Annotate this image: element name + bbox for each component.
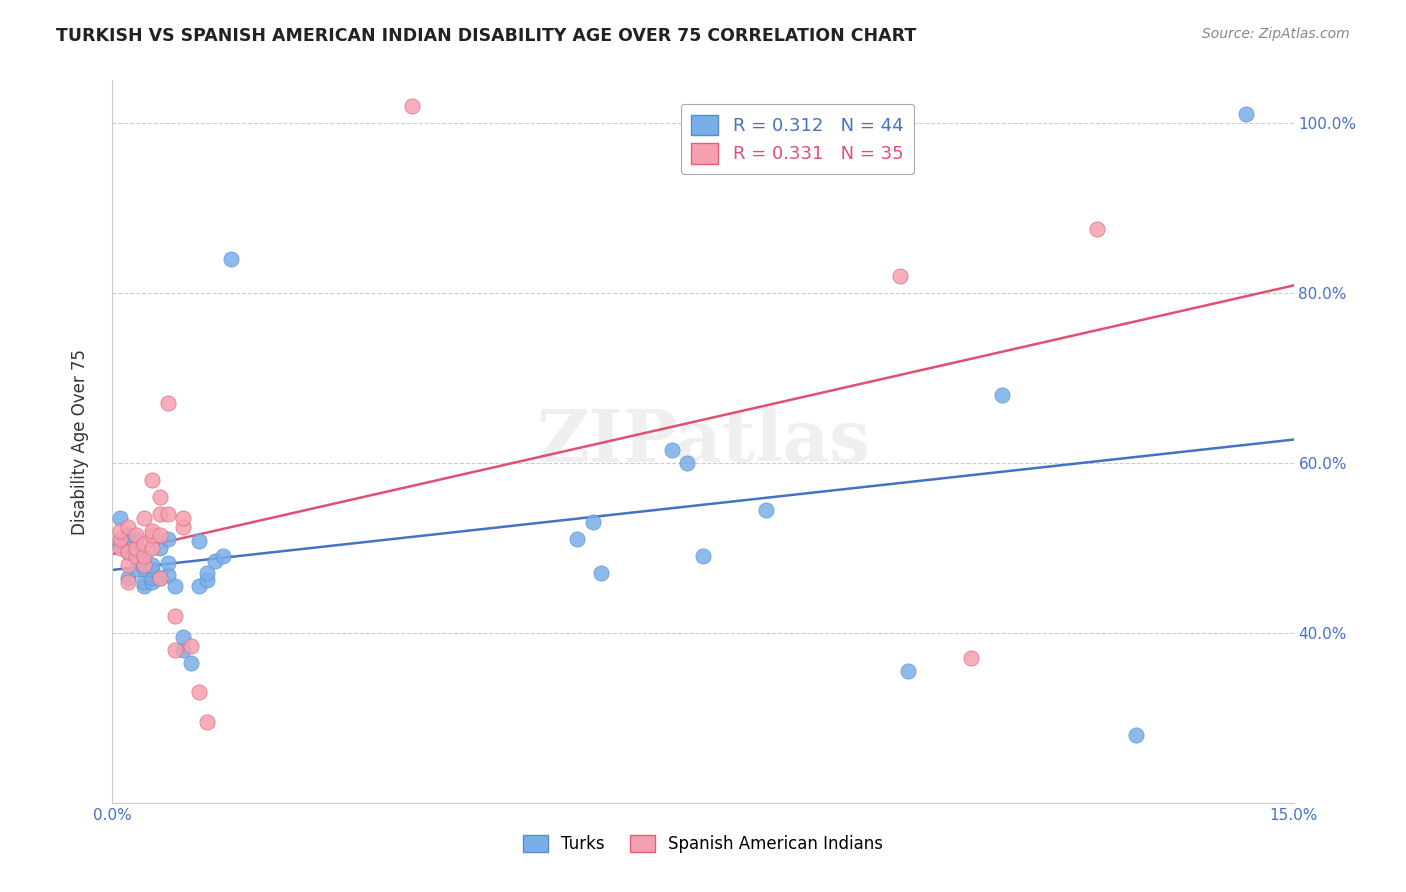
Point <box>132 579 155 593</box>
Point <box>132 511 155 525</box>
Point <box>132 562 155 576</box>
Point <box>195 566 218 581</box>
Point <box>565 533 588 547</box>
Point <box>141 574 163 589</box>
Y-axis label: Disability Age Over 75: Disability Age Over 75 <box>70 349 89 534</box>
Point <box>141 528 163 542</box>
Point <box>755 502 778 516</box>
Point <box>959 651 981 665</box>
Point <box>141 524 163 538</box>
Point <box>141 473 163 487</box>
Point <box>117 528 139 542</box>
Point <box>180 639 202 653</box>
Point <box>156 507 179 521</box>
Point <box>110 541 132 555</box>
Point <box>401 99 423 113</box>
Point <box>204 553 226 567</box>
Point <box>149 528 172 542</box>
Point <box>132 549 155 564</box>
Point <box>195 573 218 587</box>
Point <box>141 541 163 555</box>
Point <box>125 533 148 547</box>
Point <box>141 570 163 584</box>
Point <box>889 268 911 283</box>
Point <box>117 570 139 584</box>
Point <box>149 490 172 504</box>
Point <box>211 549 233 564</box>
Point <box>1234 107 1257 121</box>
Point <box>117 545 139 559</box>
Point <box>195 714 218 729</box>
Point <box>180 656 202 670</box>
Point <box>219 252 242 266</box>
Point <box>172 519 194 533</box>
Point <box>149 541 172 555</box>
Point <box>188 685 211 699</box>
Point <box>125 562 148 576</box>
Point <box>110 533 132 547</box>
Text: Source: ZipAtlas.com: Source: ZipAtlas.com <box>1202 27 1350 41</box>
Point <box>141 562 163 576</box>
Point <box>141 558 163 572</box>
Point <box>172 511 194 525</box>
Point <box>1085 222 1108 236</box>
Point <box>132 558 155 572</box>
Point <box>1125 728 1147 742</box>
Point <box>117 558 139 572</box>
Point <box>582 516 605 530</box>
Point <box>110 524 132 538</box>
Point <box>149 570 172 584</box>
Point <box>110 511 132 525</box>
Text: ZIPatlas: ZIPatlas <box>536 406 870 477</box>
Point <box>692 549 714 564</box>
Point <box>188 533 211 548</box>
Point <box>676 456 699 470</box>
Point <box>156 568 179 582</box>
Point <box>132 549 155 564</box>
Point <box>991 388 1014 402</box>
Point <box>125 541 148 555</box>
Point <box>589 566 612 581</box>
Legend: Turks, Spanish American Indians: Turks, Spanish American Indians <box>516 828 890 860</box>
Point <box>125 549 148 564</box>
Point <box>117 519 139 533</box>
Point <box>165 642 187 657</box>
Point <box>117 574 139 589</box>
Point <box>156 533 179 547</box>
Point <box>897 664 920 678</box>
Text: TURKISH VS SPANISH AMERICAN INDIAN DISABILITY AGE OVER 75 CORRELATION CHART: TURKISH VS SPANISH AMERICAN INDIAN DISAB… <box>56 27 917 45</box>
Point <box>156 556 179 570</box>
Point <box>110 536 132 550</box>
Point <box>117 545 139 559</box>
Point <box>172 642 194 657</box>
Point <box>125 528 148 542</box>
Point <box>149 507 172 521</box>
Point <box>132 536 155 550</box>
Point <box>172 630 194 644</box>
Point <box>125 541 148 555</box>
Point <box>661 443 683 458</box>
Point <box>149 570 172 584</box>
Point <box>165 608 187 623</box>
Point <box>132 574 155 589</box>
Point <box>165 579 187 593</box>
Point <box>125 549 148 564</box>
Point <box>188 579 211 593</box>
Point <box>156 396 179 410</box>
